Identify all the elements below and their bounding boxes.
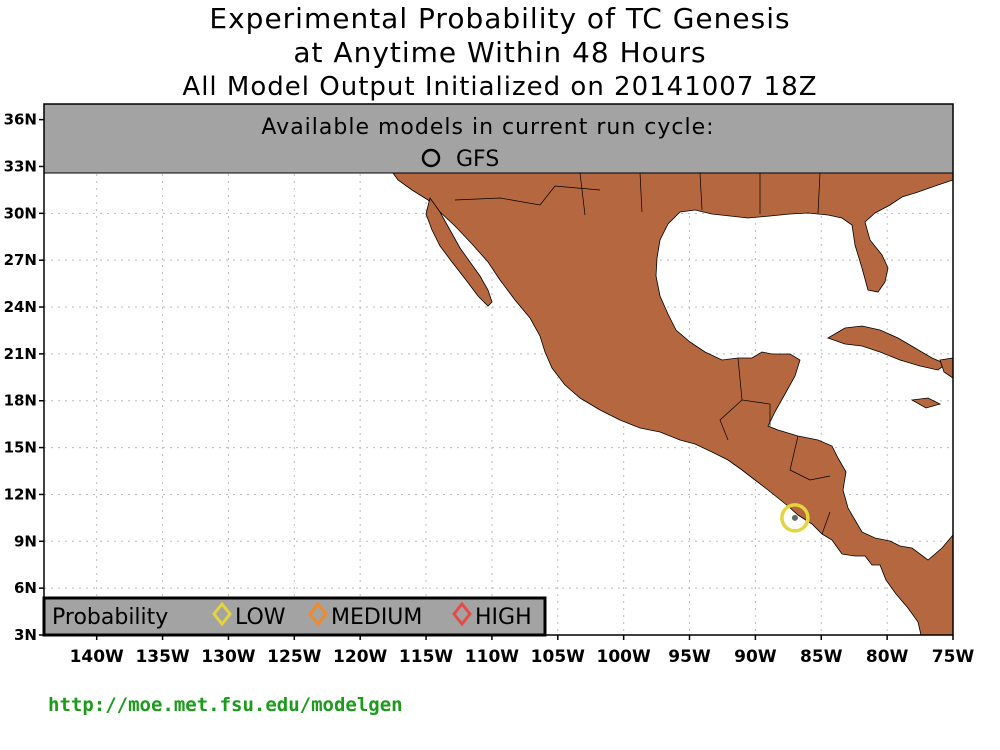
lat-tick-label: 21N: [4, 345, 37, 363]
available-models-heading: Available models in current run cycle:: [261, 115, 714, 140]
land-borders: [454, 172, 831, 535]
legend-item-label: LOW: [235, 605, 286, 630]
lat-tick-label: 27N: [4, 251, 37, 269]
lat-tick-label: 9N: [14, 532, 37, 550]
lon-tick-label: 80W: [866, 647, 909, 667]
lat-tick-label: 15N: [4, 439, 37, 457]
lon-tick-label: 85W: [800, 647, 843, 667]
genesis-center-marker: [791, 514, 798, 521]
lat-tick-label: 12N: [4, 485, 37, 503]
model-label-gfs: GFS: [456, 147, 499, 172]
diamond-icon: [452, 601, 472, 627]
lon-tick-label: 130W: [201, 647, 255, 667]
circle-icon: [421, 148, 441, 168]
lon-tick-label: 90W: [734, 647, 777, 667]
title-line-1: Experimental Probability of TC Genesis: [209, 2, 791, 35]
lon-tick-label: 135W: [135, 647, 189, 667]
latitude-labels: 3N 6N 9N 12N 15N 18N 21N 24N 27N 30N 33N 36N: [4, 111, 44, 644]
land-jamaica: [910, 397, 942, 409]
lat-tick-label: 30N: [4, 204, 37, 222]
legend-item-label: MEDIUM: [331, 605, 422, 630]
lon-tick-label: 95W: [668, 647, 711, 667]
legend-item-label: HIGH: [475, 605, 532, 630]
title-line-2: at Anytime Within 48 Hours: [293, 36, 707, 69]
genesis-points: [780, 503, 810, 533]
lon-tick-label: 120W: [333, 647, 387, 667]
lat-tick-label: 6N: [14, 579, 37, 597]
lon-tick-label: 125W: [267, 647, 321, 667]
lon-tick-label: 115W: [399, 647, 453, 667]
title-line-3: All Model Output Initialized on 20141007…: [182, 72, 818, 102]
lat-tick-label: 33N: [4, 157, 37, 175]
lat-tick-label: 24N: [4, 298, 37, 316]
lon-tick-label: 75W: [932, 647, 975, 667]
diamond-icon: [308, 601, 328, 627]
land-north-central-america: [392, 172, 954, 636]
lon-tick-label: 110W: [465, 647, 519, 667]
source-url[interactable]: http://moe.met.fsu.edu/modelgen: [48, 694, 403, 716]
lat-tick-label: 36N: [4, 111, 37, 129]
lat-tick-label: 3N: [14, 626, 37, 644]
land-baja-california: [425, 197, 493, 307]
lon-tick-label: 140W: [70, 647, 124, 667]
lat-tick-label: 18N: [4, 392, 37, 410]
genesis-ring: [780, 503, 810, 533]
lon-tick-label: 100W: [597, 647, 651, 667]
legend-items: LOW MEDIUM HIGH: [212, 601, 532, 630]
diamond-icon: [212, 601, 232, 627]
lon-tick-label: 105W: [531, 647, 585, 667]
legend-title: Probability: [52, 605, 168, 630]
longitude-labels: 140W 135W 130W 125W 120W 115W 110W 105W 100W 95W 9…: [70, 635, 975, 667]
land: [392, 172, 954, 636]
